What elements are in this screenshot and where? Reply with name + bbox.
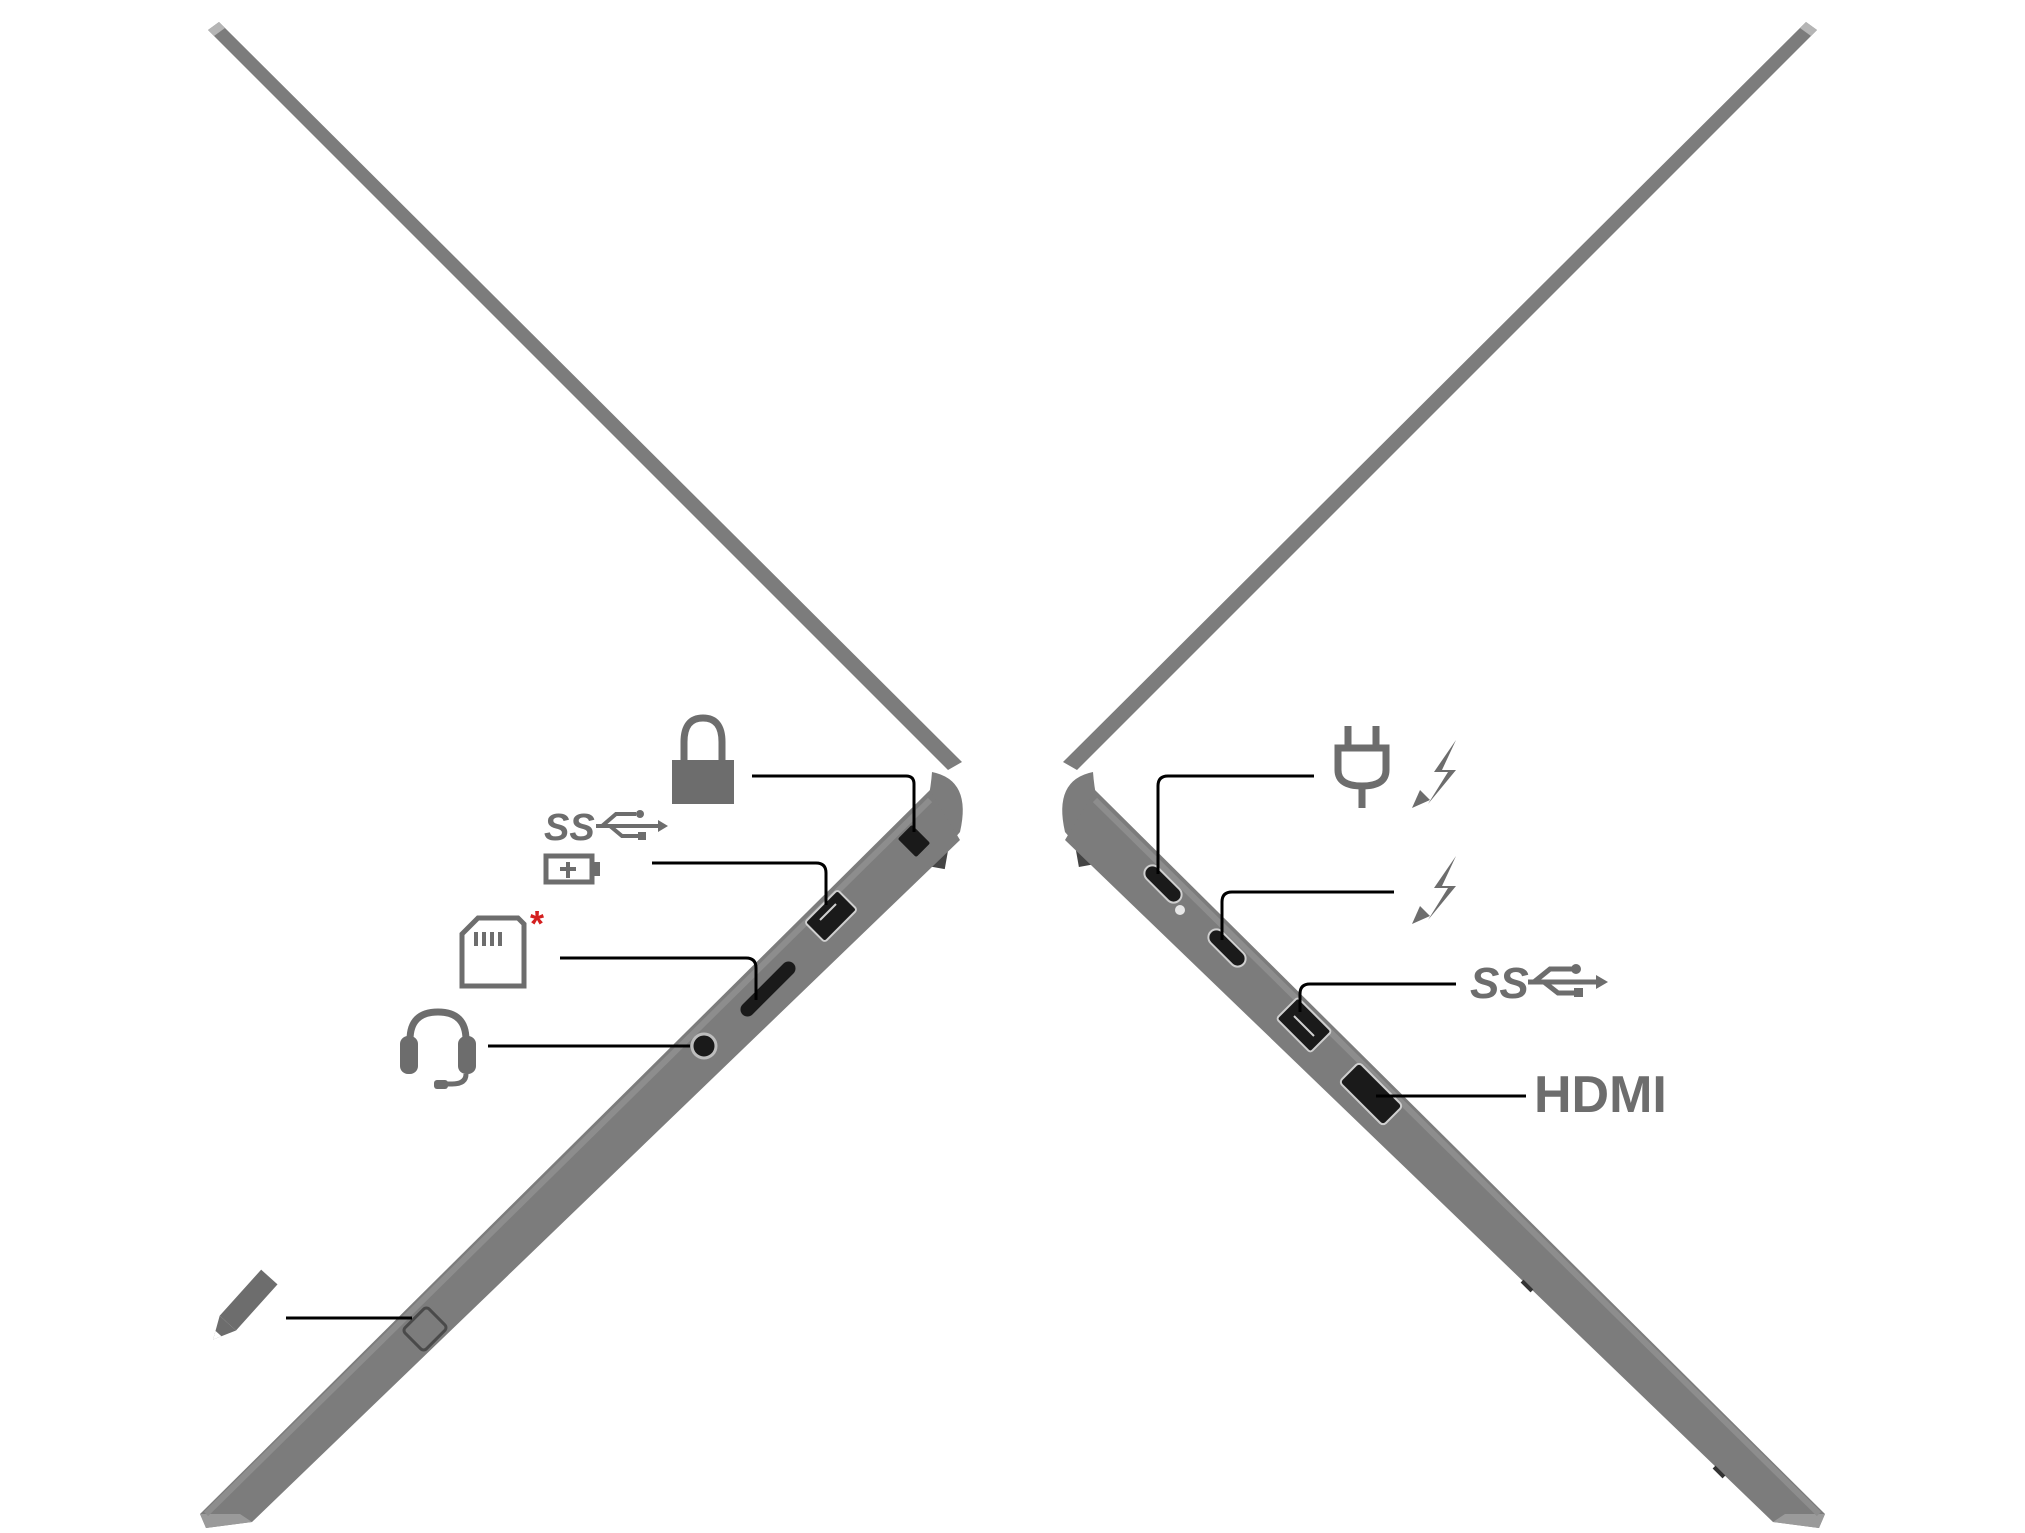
left-base	[200, 790, 960, 1528]
leader-tb	[1220, 890, 1394, 940]
power-thunderbolt-icon	[1334, 726, 1456, 808]
lock-icon	[672, 714, 734, 804]
right-lid	[1063, 22, 1817, 770]
leader-lock	[752, 774, 916, 832]
charging-indicator	[1175, 905, 1185, 915]
hdmi-port	[1339, 1062, 1403, 1126]
thunderbolt-icon-1	[1412, 740, 1456, 808]
usb-ss-label-left: SS	[544, 807, 595, 849]
right-base	[1065, 790, 1825, 1528]
usb-ss-icon: SS	[1470, 959, 1608, 1008]
leader-microsd	[560, 956, 758, 1000]
usb-a-port-left	[805, 890, 857, 942]
usb-ss-charging-icon: SS	[543, 807, 668, 885]
left-lid	[208, 22, 962, 770]
battery-charging-icon	[543, 853, 600, 885]
left-laptop	[200, 22, 963, 1528]
leader-usb-right	[1298, 982, 1456, 1012]
usb-trident-icon-right	[1528, 964, 1608, 997]
hdmi-label: HDMI	[1534, 1066, 1667, 1124]
leader-lines	[286, 774, 1526, 1320]
pen-icon	[213, 1269, 278, 1340]
sd-asterisk-marker: *	[530, 903, 544, 944]
microsd-slot-port	[740, 961, 796, 1017]
leader-usb-left	[652, 861, 828, 905]
power-plug-icon	[1334, 726, 1390, 808]
usb-ss-label-right: SS	[1470, 959, 1529, 1008]
leader-power-tb	[1156, 774, 1314, 874]
right-laptop	[1062, 22, 1825, 1528]
pen-slot-port	[402, 1306, 448, 1352]
usb-trident-icon	[596, 810, 668, 840]
usb-c-port-2	[1207, 928, 1247, 968]
usb-c-port-1	[1143, 864, 1183, 904]
audio-jack-port	[690, 1032, 718, 1060]
sd-card-icon: *	[459, 903, 544, 989]
thunderbolt-icon	[1412, 856, 1456, 924]
lock-slot-port	[898, 825, 930, 857]
headset-icon	[400, 1008, 476, 1089]
